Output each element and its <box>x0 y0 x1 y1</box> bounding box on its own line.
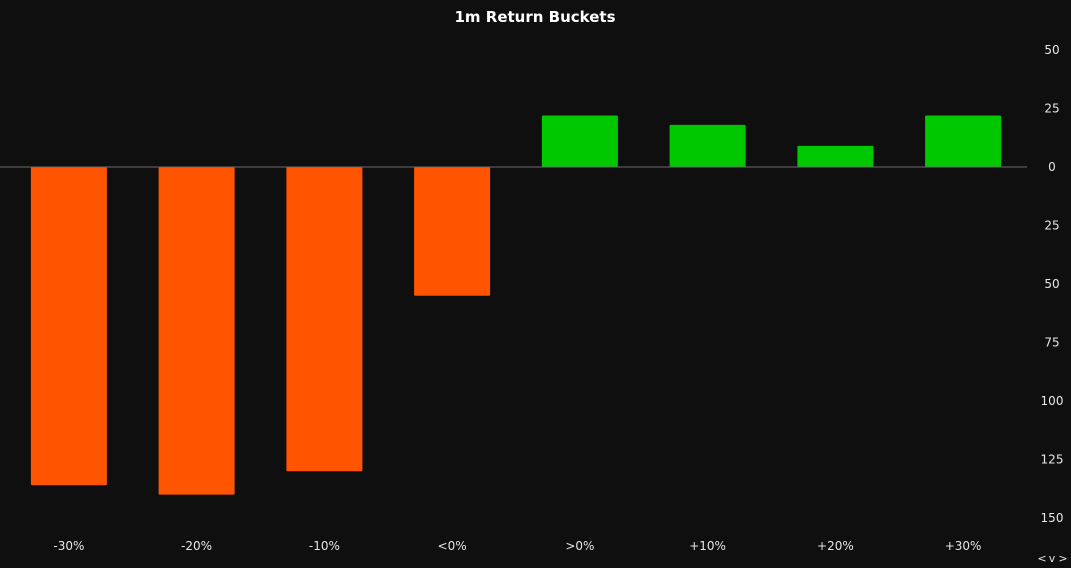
chart-nav-controls[interactable]: < v > <box>1037 552 1067 565</box>
y-tick-label: 25 <box>1044 219 1059 233</box>
chart-title: 1m Return Buckets <box>454 8 615 26</box>
y-tick-label: 75 <box>1044 336 1059 350</box>
bar-2[interactable] <box>286 167 363 472</box>
y-axis-tick-labels: 50 25 0 25 50 75 100 125 150 <box>1041 43 1064 525</box>
bar-0[interactable] <box>30 167 107 486</box>
bar-3[interactable] <box>414 167 491 296</box>
bar-4[interactable] <box>541 115 618 168</box>
y-tick-label: 125 <box>1041 453 1064 467</box>
nav-next-button[interactable]: > <box>1058 552 1067 565</box>
x-tick-label: +30% <box>945 539 982 553</box>
y-tick-label: 150 <box>1041 511 1064 525</box>
y-tick-label: 50 <box>1044 43 1059 57</box>
nav-prev-button[interactable]: < <box>1037 552 1046 565</box>
x-tick-label: -20% <box>181 539 212 553</box>
x-tick-label: <0% <box>438 539 467 553</box>
bar-6[interactable] <box>797 145 874 167</box>
bar-1[interactable] <box>158 167 235 495</box>
y-tick-label: 25 <box>1044 102 1059 116</box>
x-tick-label: >0% <box>565 539 594 553</box>
bar-7[interactable] <box>925 115 1002 168</box>
y-tick-label: 50 <box>1044 277 1059 291</box>
x-axis-tick-labels: -30% -20% -10% <0% >0% +10% +20% +30% <box>53 539 981 553</box>
bar-5[interactable] <box>669 124 746 167</box>
y-tick-label: 0 <box>1048 160 1056 174</box>
x-tick-label: +10% <box>689 539 726 553</box>
x-tick-label: +20% <box>817 539 854 553</box>
y-tick-label: 100 <box>1041 394 1064 408</box>
nav-down-button[interactable]: v <box>1049 552 1056 565</box>
x-tick-label: -30% <box>53 539 84 553</box>
bars <box>30 115 1002 495</box>
x-tick-label: -10% <box>309 539 340 553</box>
